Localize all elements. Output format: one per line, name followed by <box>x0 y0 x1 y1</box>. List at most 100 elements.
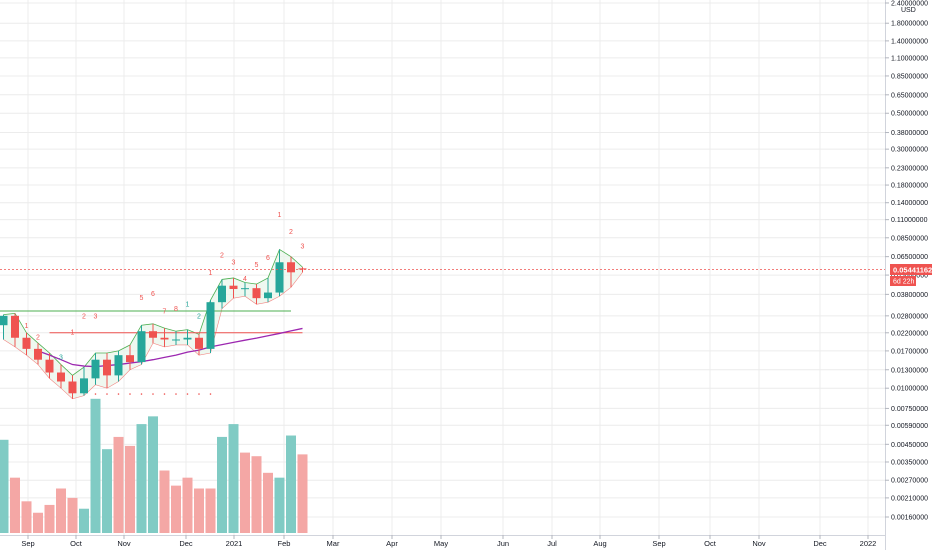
price-tick-label: 0.85000000 <box>891 73 928 80</box>
price-tick-label: 0.02200000 <box>891 330 928 337</box>
candle[interactable] <box>275 249 284 297</box>
candle[interactable] <box>91 353 100 385</box>
time-tick-label: Oct <box>704 539 717 548</box>
candle[interactable] <box>183 329 192 345</box>
price-tick-label: 0.06500000 <box>891 254 928 261</box>
grid <box>0 0 885 535</box>
candle[interactable] <box>149 323 157 344</box>
volume-bar <box>159 470 170 533</box>
candle[interactable] <box>264 277 272 303</box>
stop-dot <box>175 393 177 395</box>
price-tick-label: 0.14000000 <box>891 200 928 207</box>
price-tick-label: 1.10000000 <box>891 55 928 62</box>
time-tick-label: Nov <box>117 539 131 548</box>
volume-bar <box>56 488 66 533</box>
price-tick-label: 0.08500000 <box>891 235 928 242</box>
candle[interactable] <box>298 267 307 273</box>
candle[interactable] <box>172 331 180 345</box>
candle[interactable] <box>218 279 226 309</box>
price-tick-label: 0.38000000 <box>891 130 928 137</box>
time-tick-label: Sep <box>652 539 665 548</box>
candle[interactable] <box>45 353 54 379</box>
candle-body <box>229 285 238 290</box>
time-tick-label: Sep <box>21 539 34 548</box>
moving-average-line <box>37 327 303 368</box>
sequence-label: 3 <box>59 355 63 362</box>
stop-dot <box>198 393 200 395</box>
time-tick-label: Dec <box>813 539 827 548</box>
candle[interactable] <box>229 277 238 299</box>
candle[interactable] <box>103 353 111 389</box>
candle[interactable] <box>241 282 249 297</box>
candle-body <box>45 359 54 373</box>
volume-bar <box>205 488 216 533</box>
sequence-label: 6 <box>151 291 155 298</box>
candle[interactable] <box>114 350 123 382</box>
candle[interactable] <box>34 343 42 365</box>
candle-body <box>34 348 42 360</box>
sequence-label: 3 <box>94 313 98 320</box>
price-tick-label: 1.80000000 <box>891 21 928 28</box>
candle[interactable] <box>195 334 203 356</box>
stop-dot <box>94 393 97 395</box>
sequence-label: 5 <box>255 262 259 269</box>
sequence-label: 2 <box>197 313 201 320</box>
volume-bar <box>217 436 227 533</box>
moving-average <box>37 327 303 368</box>
candle[interactable] <box>137 325 146 365</box>
current-price-value: 0.05441162 <box>893 266 932 275</box>
time-axis[interactable]: Sep Oct Nov Dec 2021 Feb Mar Apr May Jun Jul Aug Sep… <box>21 535 876 548</box>
sequence-label: 6 <box>266 255 270 262</box>
volume-bar <box>286 435 296 533</box>
candle[interactable] <box>68 375 77 399</box>
price-tick-label: 0.00750000 <box>891 406 928 413</box>
price-tick-label: 1.40000000 <box>891 38 928 45</box>
candle[interactable] <box>0 314 8 340</box>
candle-body <box>114 355 123 376</box>
candle-body <box>103 359 111 376</box>
candle[interactable] <box>22 332 31 356</box>
sequence-label: 2 <box>36 334 40 341</box>
candle-body <box>137 331 146 363</box>
price-tick-label: 0.65000000 <box>891 92 928 99</box>
candle-body <box>68 381 77 394</box>
candle-body <box>11 315 19 338</box>
candle-body <box>172 339 180 341</box>
sequence-label: 1 <box>278 212 282 219</box>
candle[interactable] <box>287 256 295 288</box>
candle-body <box>206 302 215 349</box>
time-tick-label: Jun <box>497 539 509 548</box>
volume-bar <box>67 497 78 533</box>
price-tick-label: 0.00350000 <box>891 459 928 466</box>
sequence-label: 1 <box>209 270 213 277</box>
volume-bar <box>182 477 193 533</box>
sequence-label: 7 <box>163 308 167 315</box>
candle[interactable] <box>206 300 215 354</box>
candle[interactable] <box>252 284 261 305</box>
candle-body <box>22 337 31 349</box>
countdown-value: 6d 22h <box>893 279 915 286</box>
candle[interactable] <box>80 367 88 396</box>
volume-bar <box>79 508 89 533</box>
candle-body <box>195 337 203 349</box>
volume-bar <box>90 398 101 533</box>
sequence-label: 5 <box>140 295 144 302</box>
price-axis[interactable]: 2.40000000 1.80000000 1.40000000 1.10000000… <box>885 1 928 522</box>
price-tick-label: 0.02800000 <box>891 313 928 320</box>
candle[interactable] <box>126 344 134 370</box>
volume-bar <box>21 501 32 533</box>
sequence-label: 1 <box>71 329 75 336</box>
volume-bar <box>0 439 9 533</box>
sequence-label: 8 <box>174 306 178 313</box>
candles[interactable] <box>0 249 307 399</box>
candle[interactable] <box>11 313 19 347</box>
volume-bar <box>10 477 20 533</box>
candle-body <box>149 331 157 338</box>
volume-bar <box>251 456 262 533</box>
candle[interactable] <box>160 328 169 347</box>
candle[interactable] <box>57 364 65 389</box>
candle-body <box>57 372 65 382</box>
candle-body <box>218 285 226 303</box>
price-tick-label: 0.30000000 <box>891 147 928 154</box>
